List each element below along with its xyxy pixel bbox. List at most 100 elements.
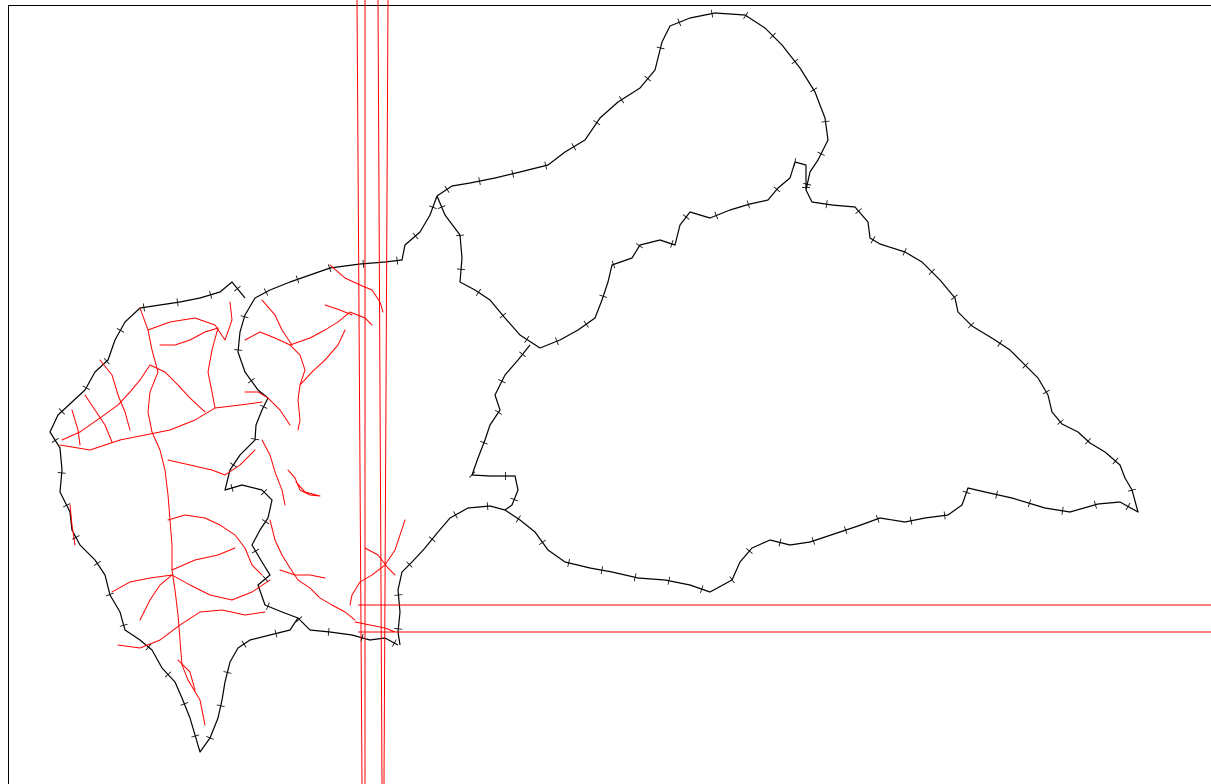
reference-lines: [356, 0, 1211, 784]
boundary-tick: [811, 536, 815, 545]
boundary-tick: [106, 592, 114, 597]
road-segment: [171, 547, 236, 571]
boundary-tick: [510, 497, 519, 502]
boundary-tick: [1057, 419, 1064, 425]
boundary-tick: [710, 9, 714, 18]
boundary-tick: [519, 351, 526, 358]
boundary-tick: [636, 243, 644, 249]
boundary-tick: [191, 734, 200, 738]
boundary-tick: [855, 208, 862, 215]
road-segment: [324, 304, 353, 316]
reference-line-vertical: [377, 0, 383, 784]
boundary-tick: [670, 240, 674, 248]
boundary-tick: [240, 315, 249, 319]
region-boundary-west[interactable]: [49, 281, 299, 753]
boundary-tick: [164, 671, 172, 678]
boundary-tick: [251, 548, 260, 554]
boundary-tick: [769, 32, 776, 39]
road-segment: [59, 401, 263, 451]
road-segment: [139, 307, 206, 726]
road-segment: [279, 569, 326, 579]
road-segment: [149, 364, 206, 413]
boundary-tick: [555, 337, 559, 346]
boundary-tick: [539, 539, 546, 546]
boundary-tick: [216, 704, 225, 708]
boundary-tick: [486, 502, 489, 511]
region-boundary-north[interactable]: [436, 161, 807, 349]
boundary-tick: [677, 18, 682, 27]
boundary-tick: [72, 535, 80, 540]
boundary-tick: [392, 639, 397, 647]
road-segment: [244, 331, 306, 431]
boundary-tick: [266, 602, 270, 611]
boundary-tick: [234, 349, 243, 351]
boundary-tick: [928, 268, 935, 275]
boundary-tick: [633, 573, 637, 582]
boundary-tick: [444, 185, 450, 193]
boundary-tick: [295, 275, 300, 284]
boundary-tick: [51, 437, 59, 443]
road-network: [59, 301, 271, 726]
boundary-tick: [875, 514, 880, 523]
reference-line-vertical: [383, 0, 389, 784]
boundary-tick: [810, 87, 818, 93]
boundary-tick: [593, 120, 601, 126]
boundary-tick: [396, 256, 399, 265]
boundary-tick: [600, 566, 603, 575]
boundary-tick: [619, 96, 625, 104]
boundary-tick: [567, 558, 570, 567]
road-segment: [269, 519, 356, 621]
boundary-tick: [729, 576, 735, 584]
boundary-tick: [360, 633, 364, 642]
boundary-tick: [209, 290, 213, 299]
boundary-tick: [1128, 488, 1137, 492]
boundary-tick: [1093, 500, 1097, 509]
boundary-tick: [142, 303, 145, 312]
region-boundary-east[interactable]: [397, 12, 1139, 646]
boundary-tick: [262, 575, 269, 583]
boundary-tick: [229, 462, 237, 468]
boundary-tick: [480, 440, 488, 445]
road-segment: [364, 547, 396, 576]
road-segment: [261, 299, 293, 346]
boundary-tick: [247, 378, 255, 384]
road-segment: [244, 391, 291, 426]
boundary-tick: [1022, 362, 1029, 369]
boundary-tick: [599, 294, 608, 298]
boundary-tick: [995, 490, 998, 499]
region-boundary-northwest[interactable]: [224, 195, 438, 646]
boundary-tick: [145, 643, 152, 651]
boundary-tick: [406, 561, 413, 568]
boundary-tick: [176, 298, 179, 307]
road-segment: [147, 301, 233, 341]
boundary-tick: [1125, 502, 1131, 511]
boundary-tick: [700, 585, 704, 594]
road-segment: [299, 329, 346, 386]
road-segment: [117, 609, 266, 649]
boundary-tick: [262, 519, 270, 525]
boundary-tick: [951, 294, 958, 301]
boundary-tick: [667, 576, 671, 585]
boundary-tick: [943, 511, 946, 520]
road-segment: [329, 264, 384, 313]
boundary-tick: [180, 701, 189, 706]
boundary-tick: [746, 548, 753, 554]
boundary-tick: [103, 357, 110, 365]
boundary-tick: [62, 503, 71, 508]
boundary-tick: [583, 320, 589, 328]
boundary-tick: [296, 616, 303, 623]
boundary-tick: [206, 736, 214, 740]
boundary-tick: [394, 594, 403, 596]
boundary-tick: [825, 200, 828, 209]
road-segment: [61, 364, 151, 441]
boundary-tick: [428, 205, 437, 210]
boundary-tick: [1027, 499, 1032, 508]
boundary-tick: [456, 234, 465, 237]
boundary-tick: [234, 285, 241, 292]
road-segment: [111, 574, 271, 601]
region-boundary-central[interactable]: [471, 344, 531, 511]
map-frame: [8, 5, 1211, 784]
boundary-tick: [656, 46, 665, 50]
